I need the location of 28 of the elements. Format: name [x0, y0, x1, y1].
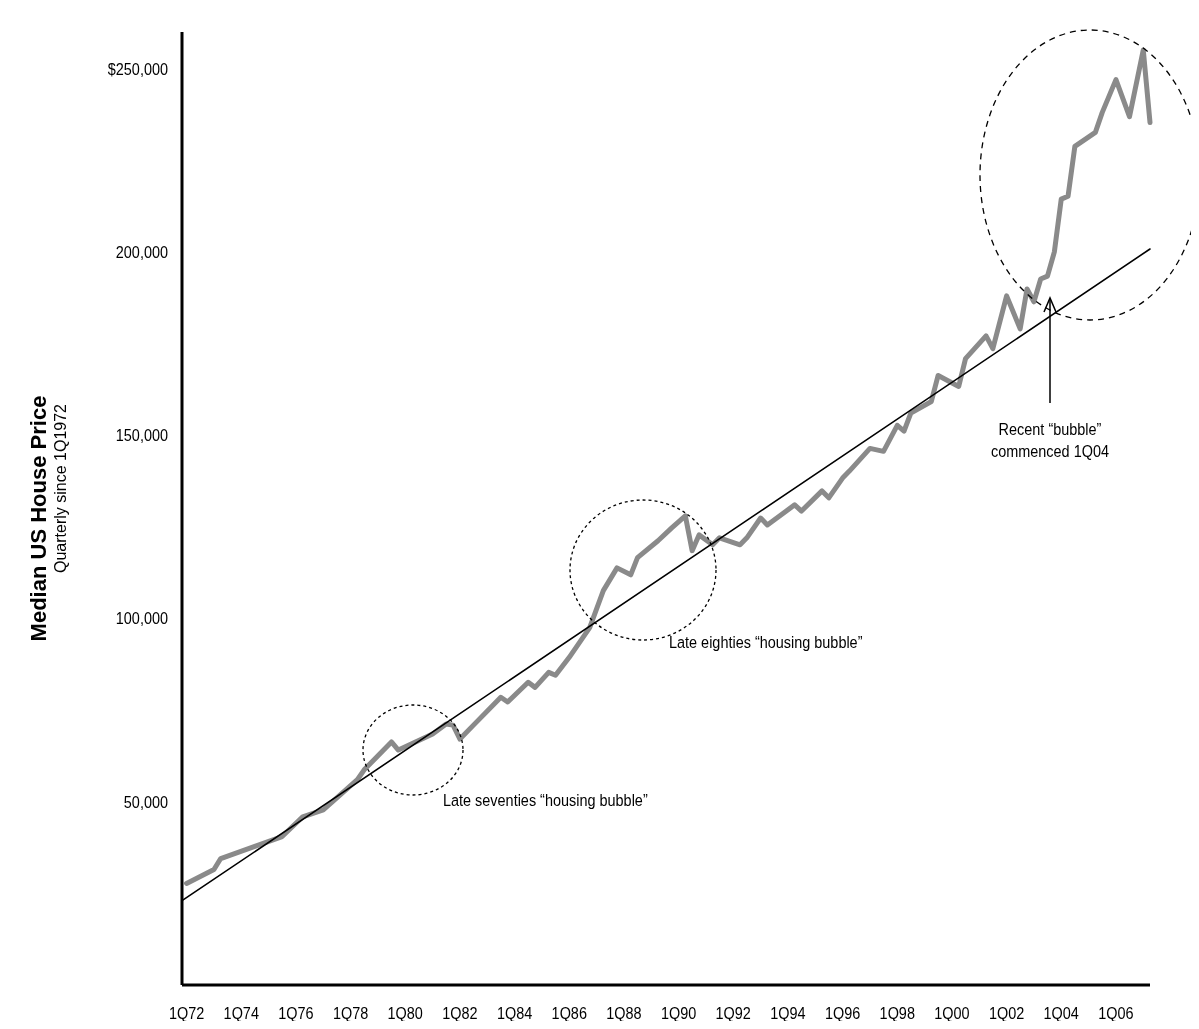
y-tick-label: 50,000	[123, 792, 169, 811]
annotation: Recent “bubble” commenced 1Q04	[991, 419, 1110, 461]
x-tick-label: 1Q78	[332, 1003, 369, 1023]
x-tick-label: 1Q80	[387, 1003, 424, 1023]
x-tick-label: 1Q06	[1098, 1003, 1134, 1023]
x-tick-label: 1Q00	[934, 1003, 970, 1023]
x-tick-label: 1Q76	[278, 1003, 314, 1023]
x-tick-label: 1Q86	[551, 1003, 588, 1023]
y-tick-label: $250,000	[107, 59, 169, 78]
x-tick-label: 1Q04	[1043, 1003, 1080, 1023]
text: Quarterly since 1Q1972	[52, 403, 69, 573]
x-tick-label: 1Q74	[223, 1003, 260, 1023]
x-tick-label: 1Q72	[168, 1003, 205, 1023]
x-tick-label: 1Q94	[770, 1003, 806, 1023]
y-tick-label: 100,000	[115, 609, 169, 628]
x-tick-label: 1Q96	[824, 1003, 861, 1023]
y-tick-label: 200,000	[115, 242, 169, 262]
x-tick-label: 1Q92	[715, 1003, 751, 1023]
x-tick-label: 1Q88	[606, 1003, 642, 1023]
y-axis-title: Median US House Price	[26, 395, 51, 642]
annotation: Late eighties “housing bubble”	[669, 632, 863, 652]
x-tick-label: 1Q84	[496, 1003, 533, 1023]
x-tick-label: 1Q82	[442, 1003, 478, 1023]
x-tick-label: 1Q98	[879, 1003, 916, 1023]
annotation: Late seventies “housing bubble”	[443, 790, 648, 810]
y-tick-label: 150,000	[115, 426, 169, 445]
x-tick-label: 1Q90	[660, 1003, 697, 1023]
x-tick-label: 1Q02	[988, 1003, 1025, 1023]
